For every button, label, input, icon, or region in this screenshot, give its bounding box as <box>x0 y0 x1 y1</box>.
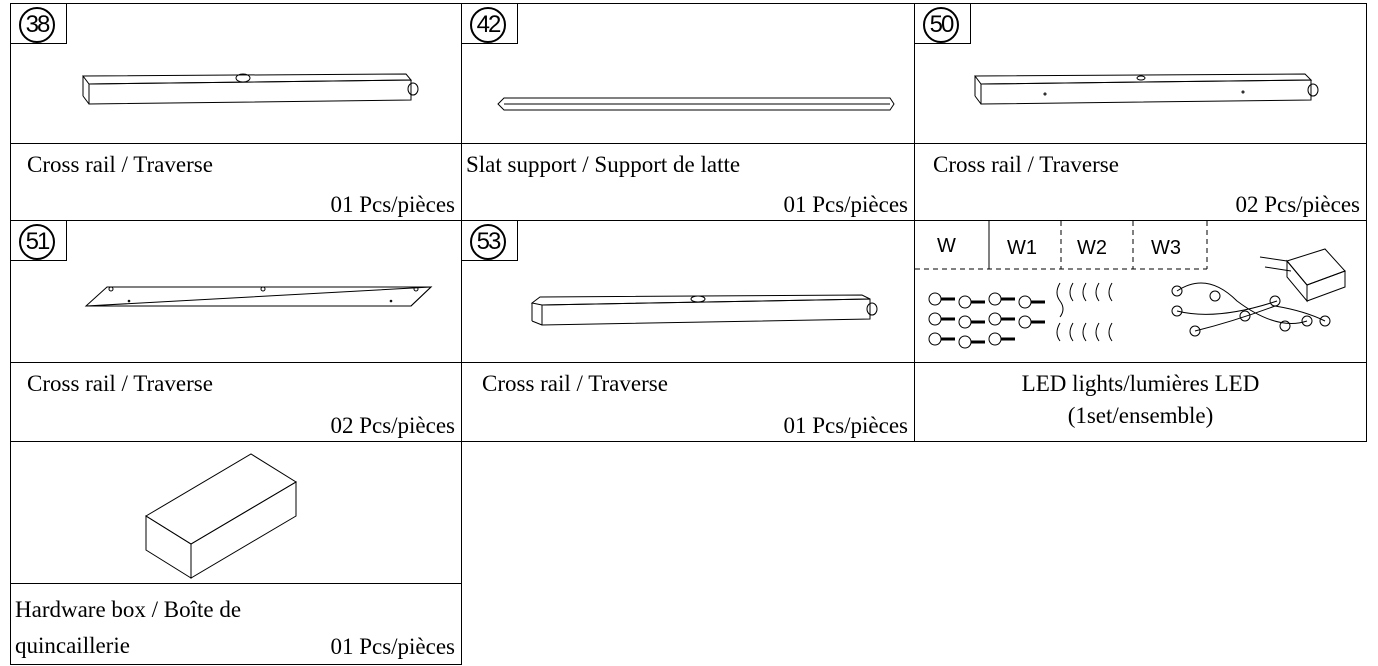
part-name: Cross rail / Traverse <box>482 371 668 396</box>
part-image: 50 <box>914 3 1367 144</box>
part-quantity: (1set/ensemble) <box>1067 403 1214 428</box>
part-quantity: 01 Pcs/pièces <box>330 192 455 217</box>
hardware-label: W <box>937 235 956 257</box>
part-image: 51 <box>10 220 462 363</box>
part-image: 53 <box>461 220 915 363</box>
hardware-label: W2 <box>1077 237 1107 259</box>
hardware-label: W1 <box>1007 237 1037 259</box>
part-quantity: 02 Pcs/pièces <box>1235 192 1360 217</box>
part-quantity: 01 Pcs/pièces <box>783 413 908 438</box>
part-number: 42 <box>470 7 506 43</box>
part-name: Cross rail / Traverse <box>27 152 213 177</box>
part-text: Cross rail / Traverse 01 Pcs/pièces <box>461 362 915 442</box>
part-name: LED lights/lumières LED <box>1021 371 1260 396</box>
part-image: W W1 W2 W3 <box>914 220 1367 363</box>
part-quantity: 02 Pcs/pièces <box>330 413 455 438</box>
hardware-label: W3 <box>1151 237 1181 259</box>
part-name: Hardware box / Boîte de quincaillerie <box>15 597 242 658</box>
part-image: 42 <box>461 3 915 144</box>
part-text: Cross rail / Traverse 02 Pcs/pièces <box>10 362 462 442</box>
part-name: Cross rail / Traverse <box>27 371 213 396</box>
part-text: Cross rail / Traverse 01 Pcs/pièces <box>10 143 462 221</box>
part-quantity: 01 Pcs/pièces <box>783 192 908 217</box>
part-name: Cross rail / Traverse <box>933 152 1119 177</box>
part-number: 51 <box>19 224 55 260</box>
part-quantity: 01 Pcs/pièces <box>330 634 455 659</box>
part-number: 38 <box>19 7 55 43</box>
part-name: Slat support / Support de latte <box>466 152 741 177</box>
part-image: 38 <box>10 3 462 144</box>
part-text: Hardware box / Boîte de quincaillerie 01… <box>10 583 462 665</box>
part-number: 53 <box>470 224 506 260</box>
part-text: LED lights/lumières LED (1set/ensemble) <box>914 362 1367 442</box>
part-image <box>10 441 462 584</box>
part-text: Cross rail / Traverse 02 Pcs/pièces <box>914 143 1367 221</box>
part-number: 50 <box>923 7 959 43</box>
part-text: Slat support / Support de latte 01 Pcs/p… <box>461 143 915 221</box>
